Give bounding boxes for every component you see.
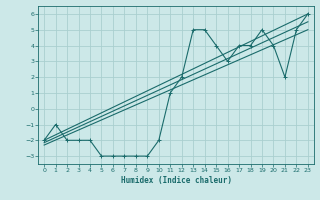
X-axis label: Humidex (Indice chaleur): Humidex (Indice chaleur) [121,176,231,185]
